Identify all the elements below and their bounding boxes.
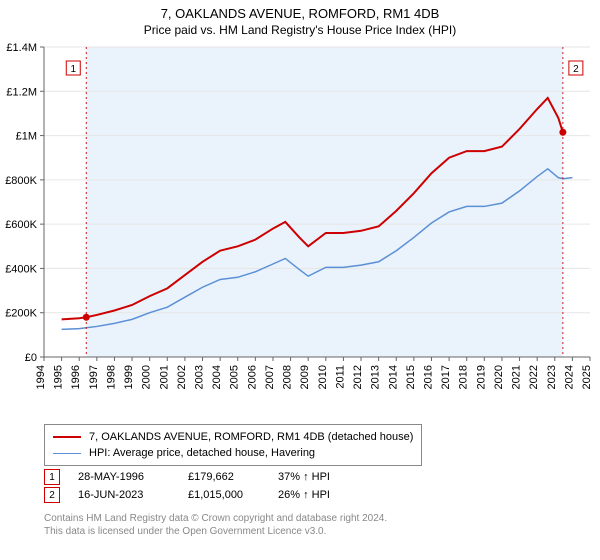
svg-text:£1.4M: £1.4M <box>6 42 37 54</box>
legend-row: 7, OAKLANDS AVENUE, ROMFORD, RM1 4DB (de… <box>53 429 413 445</box>
svg-text:1994: 1994 <box>35 365 47 389</box>
svg-text:2018: 2018 <box>458 365 470 389</box>
marker-pct: 26% ↑ HPI <box>278 489 338 501</box>
svg-text:1995: 1995 <box>53 365 65 389</box>
marker-row: 2 16-JUN-2023£1,015,00026% ↑ HPI <box>44 486 338 504</box>
svg-text:2011: 2011 <box>334 365 346 389</box>
legend-label: HPI: Average price, detached house, Have… <box>89 447 315 459</box>
svg-text:2006: 2006 <box>246 365 258 389</box>
marker-badge: 2 <box>44 487 60 503</box>
chart-subtitle: Price paid vs. HM Land Registry's House … <box>0 21 600 41</box>
svg-text:2021: 2021 <box>511 365 523 389</box>
svg-text:2013: 2013 <box>370 365 382 389</box>
svg-text:£0: £0 <box>25 352 37 364</box>
svg-text:2014: 2014 <box>387 365 399 389</box>
svg-text:2008: 2008 <box>282 365 294 389</box>
svg-text:2002: 2002 <box>176 365 188 389</box>
legend-row: HPI: Average price, detached house, Have… <box>53 445 413 461</box>
svg-text:1997: 1997 <box>88 365 100 389</box>
svg-text:£1.2M: £1.2M <box>6 86 37 98</box>
legend: 7, OAKLANDS AVENUE, ROMFORD, RM1 4DB (de… <box>44 424 422 466</box>
marker-date: 16-JUN-2023 <box>78 489 188 501</box>
marker-price: £1,015,000 <box>188 489 278 501</box>
svg-text:2005: 2005 <box>229 365 241 389</box>
svg-text:2015: 2015 <box>405 365 417 389</box>
svg-text:2000: 2000 <box>141 365 153 389</box>
chart-title: 7, OAKLANDS AVENUE, ROMFORD, RM1 4DB <box>0 0 600 21</box>
svg-text:£800K: £800K <box>5 175 37 187</box>
svg-text:2012: 2012 <box>352 365 364 389</box>
legend-label: 7, OAKLANDS AVENUE, ROMFORD, RM1 4DB (de… <box>89 431 413 443</box>
price-chart: £0 £200K £400K £600K £800K £1M £1.2M £1.4M 1994 1… <box>0 41 600 421</box>
svg-text:£200K: £200K <box>5 308 37 320</box>
svg-text:1998: 1998 <box>105 365 117 389</box>
svg-text:2010: 2010 <box>317 365 329 389</box>
svg-text:2024: 2024 <box>563 365 575 389</box>
svg-text:£1M: £1M <box>16 131 37 143</box>
marker-price: £179,662 <box>188 471 278 483</box>
svg-text:2007: 2007 <box>264 365 276 389</box>
marker-row: 1 28-MAY-1996£179,66237% ↑ HPI <box>44 468 338 486</box>
legend-swatch <box>53 436 81 438</box>
svg-text:2019: 2019 <box>475 365 487 389</box>
marker-date: 28-MAY-1996 <box>78 471 188 483</box>
marker-table: 1 28-MAY-1996£179,66237% ↑ HPI 2 16-JUN-202… <box>44 468 338 504</box>
svg-text:2016: 2016 <box>422 365 434 389</box>
svg-text:2003: 2003 <box>194 365 206 389</box>
svg-text:2017: 2017 <box>440 365 452 389</box>
svg-text:£400K: £400K <box>5 263 37 275</box>
svg-text:2020: 2020 <box>493 365 505 389</box>
svg-text:2025: 2025 <box>581 365 593 389</box>
svg-text:2022: 2022 <box>528 365 540 389</box>
svg-text:£600K: £600K <box>5 219 37 231</box>
svg-text:2023: 2023 <box>546 365 558 389</box>
svg-text:2004: 2004 <box>211 365 223 389</box>
legend-swatch <box>53 453 81 454</box>
svg-text:2: 2 <box>573 64 579 75</box>
marker-pct: 37% ↑ HPI <box>278 471 338 483</box>
svg-text:2009: 2009 <box>299 365 311 389</box>
svg-text:2001: 2001 <box>158 365 170 389</box>
svg-text:1999: 1999 <box>123 365 135 389</box>
footnote: Contains HM Land Registry data © Crown c… <box>44 512 387 538</box>
marker-badge: 1 <box>44 469 60 485</box>
svg-text:1: 1 <box>70 64 76 75</box>
svg-text:1996: 1996 <box>70 365 82 389</box>
